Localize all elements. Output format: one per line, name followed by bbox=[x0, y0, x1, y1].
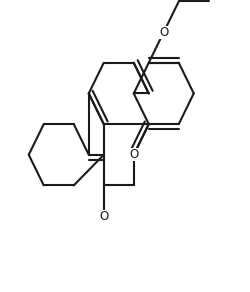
Text: O: O bbox=[159, 26, 168, 39]
Text: O: O bbox=[129, 148, 138, 161]
Text: O: O bbox=[99, 210, 108, 223]
